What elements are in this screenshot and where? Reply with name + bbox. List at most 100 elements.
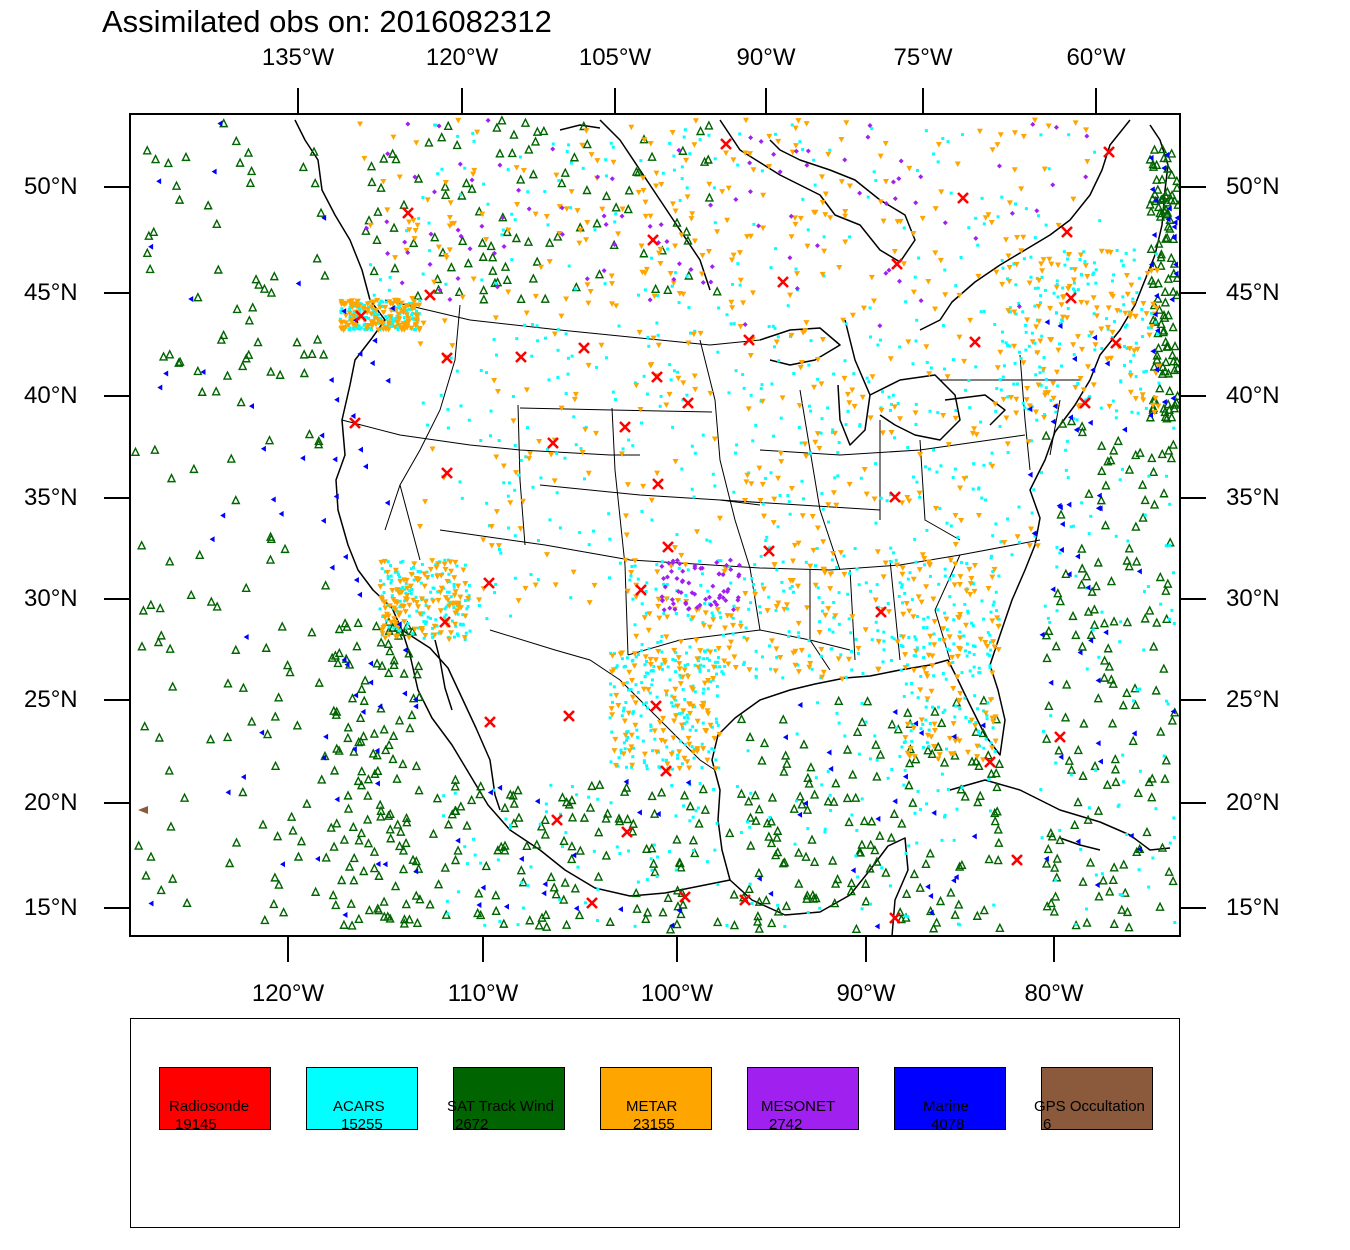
- metar-marker: [505, 227, 512, 234]
- metar-marker: [369, 323, 376, 330]
- acars-marker: [1091, 628, 1095, 632]
- sat-wind-marker: [1094, 891, 1104, 901]
- acars-marker: [994, 522, 998, 526]
- acars-marker: [910, 691, 914, 695]
- acars-marker: [699, 583, 703, 587]
- acars-marker: [1085, 667, 1089, 671]
- sat-wind-marker: [181, 151, 191, 162]
- sat-wind-marker: [582, 184, 592, 195]
- acars-marker: [723, 664, 727, 668]
- acars-marker: [536, 578, 540, 582]
- acars-marker: [426, 615, 430, 619]
- sat-wind-marker: [379, 911, 389, 921]
- acars-marker: [719, 559, 723, 563]
- acars-marker: [488, 524, 492, 528]
- metar-marker: [971, 426, 978, 432]
- sat-wind-marker: [399, 914, 410, 924]
- sat-wind-marker: [364, 905, 375, 915]
- acars-marker: [609, 801, 613, 805]
- metar-marker: [691, 142, 698, 148]
- metar-marker: [910, 576, 917, 583]
- acars-marker: [925, 528, 929, 532]
- mesonet-marker: [720, 595, 726, 601]
- acars-marker: [903, 591, 907, 595]
- acars-marker: [422, 636, 426, 640]
- metar-marker: [875, 667, 882, 673]
- metar-marker: [1143, 311, 1150, 317]
- acars-marker: [696, 806, 700, 810]
- acars-marker: [611, 390, 615, 394]
- mesonet-marker: [670, 560, 676, 566]
- marine-marker: [971, 833, 977, 840]
- sat-wind-marker: [332, 818, 342, 828]
- acars-marker: [390, 594, 394, 598]
- marine-marker: [357, 591, 363, 598]
- metar-marker: [879, 430, 886, 436]
- sat-wind-marker: [1101, 480, 1111, 490]
- acars-marker: [812, 158, 816, 162]
- sat-wind-marker: [399, 199, 409, 209]
- metar-marker: [835, 656, 842, 662]
- marine-marker: [332, 456, 338, 463]
- marine-marker: [1094, 881, 1100, 888]
- acars-marker: [953, 467, 957, 471]
- metar-marker: [859, 394, 866, 401]
- sat-wind-marker: [454, 286, 464, 297]
- acars-marker: [632, 710, 636, 714]
- acars-marker: [849, 631, 853, 635]
- acars-marker: [881, 660, 885, 664]
- acars-marker: [436, 172, 440, 176]
- acars-marker: [967, 226, 971, 230]
- acars-marker: [914, 422, 918, 426]
- sat-wind-marker: [369, 728, 379, 738]
- mesonet-marker: [494, 284, 500, 290]
- sat-wind-marker: [450, 805, 460, 816]
- marine-marker: [357, 350, 363, 357]
- metar-marker: [690, 749, 697, 756]
- metar-marker: [894, 562, 901, 568]
- sat-wind-marker: [1161, 233, 1171, 243]
- acars-marker: [925, 626, 929, 630]
- marine-marker: [1096, 492, 1102, 499]
- acars-marker: [842, 554, 846, 558]
- acars-marker: [507, 526, 511, 530]
- metar-marker: [669, 130, 676, 136]
- sat-wind-marker: [130, 446, 141, 457]
- acars-marker: [890, 402, 894, 406]
- sat-wind-marker: [1124, 561, 1134, 571]
- sat-wind-marker: [462, 820, 472, 830]
- metar-marker: [663, 634, 670, 640]
- mesonet-marker: [667, 605, 673, 611]
- acars-marker: [509, 823, 513, 827]
- acars-marker: [875, 583, 879, 587]
- legend-count: 15255: [341, 1116, 383, 1133]
- acars-marker: [644, 671, 648, 675]
- metar-marker: [620, 751, 627, 757]
- marine-marker: [1153, 197, 1159, 204]
- acars-marker: [686, 716, 690, 720]
- sat-wind-marker: [1161, 585, 1171, 595]
- metar-marker: [932, 306, 939, 312]
- acars-marker: [925, 802, 929, 806]
- sat-wind-marker: [156, 884, 166, 895]
- metar-marker: [691, 238, 698, 244]
- metar-marker: [1084, 273, 1091, 280]
- acars-marker: [927, 728, 931, 732]
- metar-marker: [532, 211, 539, 218]
- acars-marker: [822, 274, 826, 278]
- acars-marker: [873, 734, 877, 738]
- acars-marker: [875, 758, 879, 762]
- acars-marker: [1008, 344, 1012, 348]
- sat-wind-marker: [516, 865, 526, 875]
- acars-marker: [753, 563, 757, 567]
- sat-wind-marker: [1128, 735, 1138, 745]
- metar-marker: [624, 588, 631, 595]
- acars-marker: [473, 853, 477, 857]
- metar-marker: [339, 319, 346, 326]
- metar-marker: [710, 664, 717, 671]
- sat-wind-marker: [561, 919, 572, 929]
- metar-marker: [388, 619, 395, 626]
- metar-marker: [338, 325, 345, 331]
- sat-wind-marker: [984, 853, 994, 864]
- acars-marker: [924, 705, 928, 709]
